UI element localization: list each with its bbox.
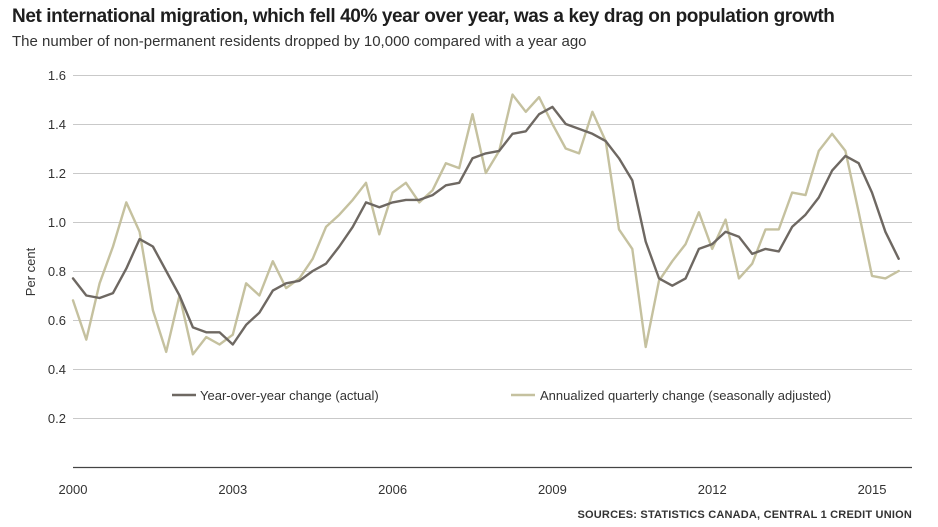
- x-tick-label: 2009: [538, 482, 567, 497]
- source-note: SOURCES: STATISTICS CANADA, CENTRAL 1 CR…: [577, 509, 912, 521]
- y-tick-label: 1.6: [48, 68, 66, 83]
- y-tick-label: 0.2: [48, 411, 66, 426]
- grid: [73, 75, 912, 419]
- y-tick-label: 0.4: [48, 362, 66, 377]
- x-tick-labels: 2000 2003 2006 2009 2012 2015: [59, 482, 887, 497]
- legend-label-yoy: Year-over-year change (actual): [200, 388, 379, 403]
- series-lines: [71, 93, 900, 356]
- y-tick-label: 1.4: [48, 117, 66, 132]
- legend: Year-over-year change (actual) Annualize…: [172, 388, 831, 403]
- x-tick-label: 2012: [698, 482, 727, 497]
- chart-title: Net international migration, which fell …: [12, 6, 835, 27]
- y-tick-label: 1.0: [48, 215, 66, 230]
- chart-subtitle: The number of non-permanent residents dr…: [12, 33, 587, 50]
- y-tick-labels: 0.2 0.4 0.6 0.8 1.0 1.2 1.4 1.6: [48, 68, 66, 426]
- x-tick-label: 2006: [378, 482, 407, 497]
- series-line-yoy: [71, 105, 900, 346]
- x-tick-label: 2015: [858, 482, 887, 497]
- y-tick-label: 1.2: [48, 166, 66, 181]
- y-axis-label: Per cent: [23, 247, 38, 296]
- y-tick-label: 0.8: [48, 264, 66, 279]
- y-tick-label: 0.6: [48, 313, 66, 328]
- x-tick-label: 2000: [59, 482, 88, 497]
- legend-label-quarterly: Annualized quarterly change (seasonally …: [540, 388, 831, 403]
- series-line-quarterly: [71, 93, 900, 356]
- x-tick-label: 2003: [218, 482, 247, 497]
